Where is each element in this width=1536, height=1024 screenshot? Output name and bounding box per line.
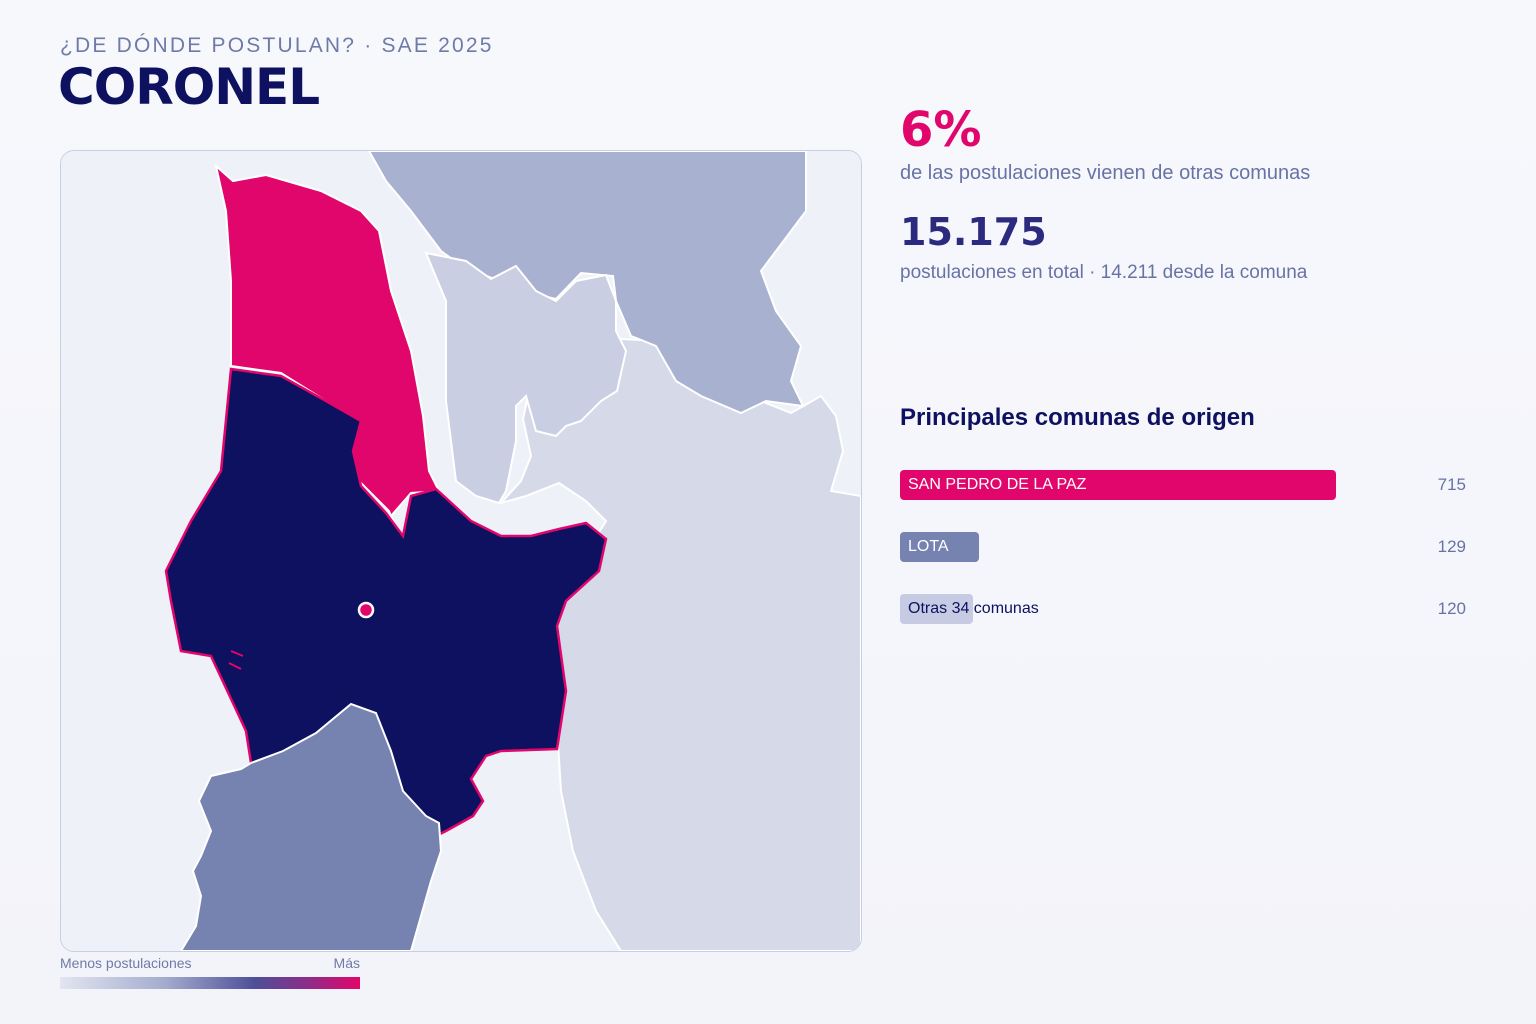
ranking-bar — [900, 594, 973, 624]
pct-external-label: de las postulaciones vienen de otras com… — [900, 162, 1311, 184]
legend-high-label: Más — [333, 955, 360, 971]
coronel-marker[interactable] — [357, 601, 375, 619]
color-legend: Menos postulaciones Más — [60, 955, 360, 989]
ranking-bar — [900, 470, 1336, 500]
eyebrow: ¿DE DÓNDE POSTULAN? · SAE 2025 — [60, 34, 494, 57]
ranking-row: Otras 34 comunas 120 — [900, 594, 1466, 624]
region-san-pedro — [214, 163, 441, 537]
commune-map — [61, 151, 861, 951]
region-lota — [179, 702, 443, 951]
ranking-bar — [900, 532, 979, 562]
legend-low-label: Menos postulaciones — [60, 955, 192, 971]
map-panel — [60, 150, 862, 952]
ranking-label: Otras 34 comunas — [908, 600, 1039, 617]
page-title: CORONEL — [58, 58, 320, 116]
region-central-north — [424, 251, 628, 505]
region-coronel — [164, 367, 608, 853]
total-applications-label: postulaciones en total · 14.211 desde la… — [900, 262, 1308, 283]
ranking-value: 129 — [1437, 537, 1466, 556]
ranking-value: 715 — [1437, 475, 1466, 494]
total-applications-value: 15.175 — [900, 210, 1047, 254]
pct-external-value: 6% — [900, 102, 982, 158]
legend-gradient-bar — [60, 977, 360, 989]
ranking-value: 120 — [1437, 599, 1466, 618]
ranking-row: LOTA 129 — [900, 532, 1466, 562]
ranking-label: SAN PEDRO DE LA PAZ — [908, 476, 1087, 493]
ranking-label: LOTA — [908, 538, 949, 555]
ranking-title: Principales comunas de origen — [900, 404, 1255, 431]
ranking-row: SAN PEDRO DE LA PAZ 715 — [900, 470, 1466, 500]
pier-line — [228, 650, 244, 670]
